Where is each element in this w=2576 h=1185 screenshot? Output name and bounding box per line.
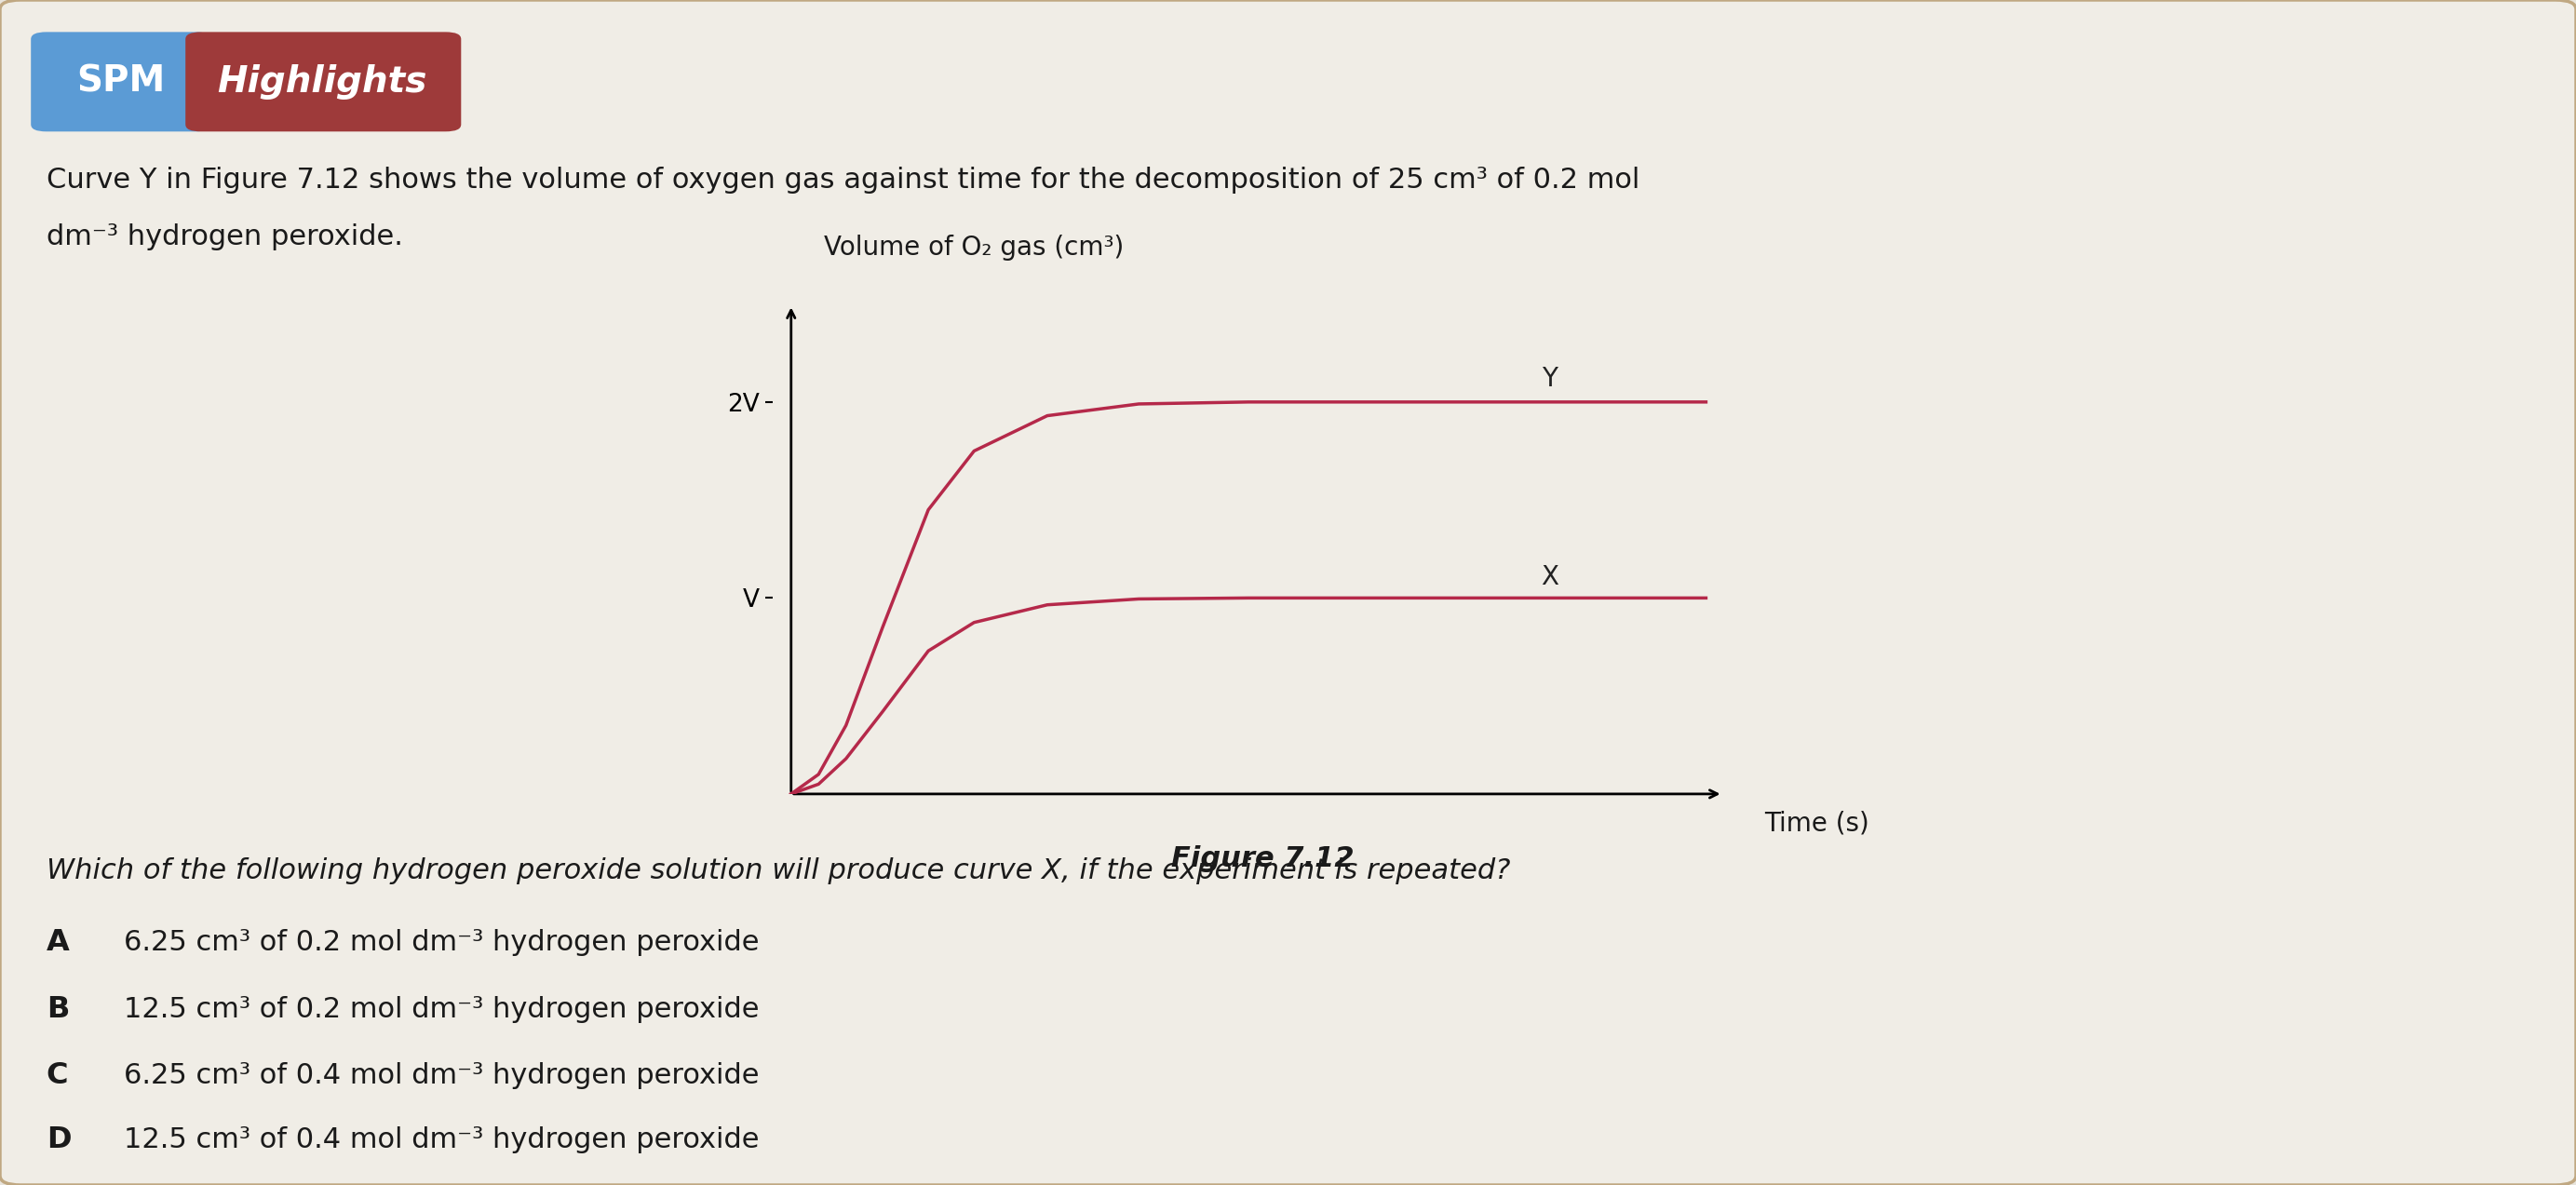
FancyBboxPatch shape (185, 32, 461, 132)
Text: 12.5 cm³ of 0.2 mol dm⁻³ hydrogen peroxide: 12.5 cm³ of 0.2 mol dm⁻³ hydrogen peroxi… (124, 997, 760, 1023)
Text: SPM: SPM (77, 64, 165, 100)
FancyBboxPatch shape (31, 32, 211, 132)
Text: Y: Y (1540, 366, 1556, 392)
Text: D: D (46, 1126, 72, 1154)
Text: Highlights: Highlights (216, 64, 428, 100)
Text: Time (s): Time (s) (1765, 811, 1870, 837)
Text: A: A (46, 928, 70, 956)
Text: B: B (46, 995, 70, 1024)
Text: 12.5 cm³ of 0.4 mol dm⁻³ hydrogen peroxide: 12.5 cm³ of 0.4 mol dm⁻³ hydrogen peroxi… (124, 1127, 760, 1153)
Text: 6.25 cm³ of 0.4 mol dm⁻³ hydrogen peroxide: 6.25 cm³ of 0.4 mol dm⁻³ hydrogen peroxi… (124, 1063, 760, 1089)
Text: X: X (1540, 564, 1558, 590)
Text: Curve Y in Figure 7.12 shows the volume of oxygen gas against time for the decom: Curve Y in Figure 7.12 shows the volume … (46, 167, 1638, 193)
Text: 6.25 cm³ of 0.2 mol dm⁻³ hydrogen peroxide: 6.25 cm³ of 0.2 mol dm⁻³ hydrogen peroxi… (124, 929, 760, 955)
Text: Which of the following hydrogen peroxide solution will produce curve X, if the e: Which of the following hydrogen peroxide… (46, 858, 1510, 884)
Text: C: C (46, 1062, 67, 1090)
Text: dm⁻³ hydrogen peroxide.: dm⁻³ hydrogen peroxide. (46, 224, 402, 250)
Text: Volume of O₂ gas (cm³): Volume of O₂ gas (cm³) (824, 235, 1123, 261)
Text: Figure 7.12: Figure 7.12 (1170, 846, 1355, 872)
